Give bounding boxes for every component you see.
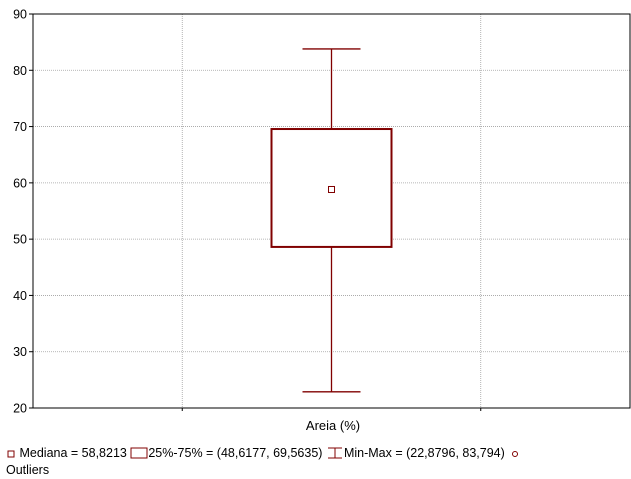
x-category-label: Areia (%) <box>306 418 360 433</box>
median-marker-icon <box>7 450 15 458</box>
y-tick-label: 60 <box>13 176 27 190</box>
box-layer <box>270 48 393 393</box>
legend-whisker-label: Min-Max = (22,8796, 83,794) <box>343 446 505 460</box>
outlier-marker-icon <box>512 451 519 457</box>
legend: Mediana = 58,8213 25%-75% = (48,6177, 69… <box>6 445 626 479</box>
legend-median-label: Mediana = 58,8213 <box>19 446 127 460</box>
y-tick-label: 50 <box>13 233 27 247</box>
y-tick-label: 30 <box>13 345 27 359</box>
axis-layer: 20 30 40 50 60 70 80 90 <box>13 8 631 416</box>
legend-outlier-marker <box>508 446 520 460</box>
box-marker-icon <box>130 447 148 459</box>
y-tick-label: 20 <box>13 402 27 416</box>
legend-outliers-label: Outliers <box>6 463 50 477</box>
y-tick-label: 80 <box>13 64 27 78</box>
legend-box-label: 25%-75% = (48,6177, 69,5635) <box>148 446 323 460</box>
legend-median-item: Mediana = 58,8213 <box>6 446 130 460</box>
whisker-marker-icon <box>327 447 342 459</box>
median-marker <box>328 185 335 193</box>
legend-whisker-item: Min-Max = (22,8796, 83,794) <box>326 446 508 460</box>
y-tick-label: 40 <box>13 289 27 303</box>
legend-box-item: 25%-75% = (48,6177, 69,5635) <box>130 446 326 460</box>
y-tick-label: 70 <box>13 120 27 134</box>
plot-frame <box>32 13 631 409</box>
y-tick-label: 90 <box>13 8 27 22</box>
